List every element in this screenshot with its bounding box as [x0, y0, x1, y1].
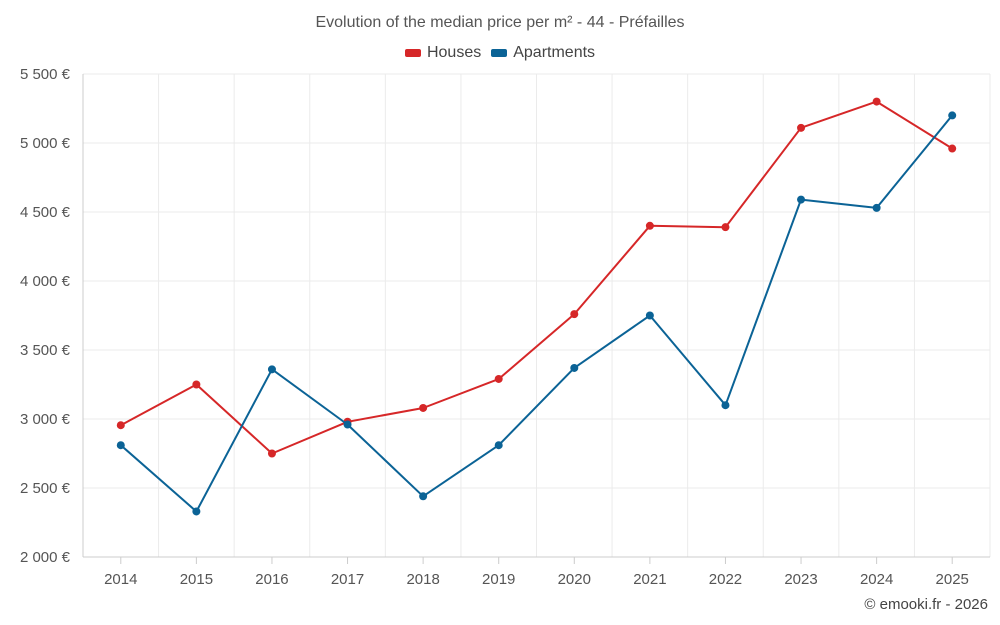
y-tick-label: 5 500 €	[20, 66, 71, 83]
x-tick-label: 2016	[255, 571, 288, 588]
legend-label-houses: Houses	[426, 44, 482, 61]
x-tick-label: 2022	[709, 571, 742, 588]
legend-swatch-houses	[404, 49, 421, 57]
data-point-apartments	[116, 441, 125, 450]
data-point-houses	[872, 97, 881, 106]
x-tick-label: 2020	[558, 571, 591, 588]
legend: Houses Apartments	[0, 44, 1000, 62]
legend-label-apartments: Apartments	[513, 44, 596, 61]
x-tick-label: 2017	[331, 571, 364, 588]
legend-item-apartments[interactable]: Apartments	[491, 44, 595, 62]
series-line-apartments	[120, 114, 953, 513]
y-tick-label: 4 000 €	[20, 273, 71, 290]
x-tick-label: 2025	[936, 571, 969, 588]
series-line-houses	[120, 100, 953, 455]
x-tick-label: 2014	[104, 571, 137, 588]
data-point-apartments	[570, 363, 579, 372]
y-tick-label: 3 500 €	[20, 342, 71, 359]
y-tick-label: 2 000 €	[20, 549, 71, 566]
y-tick-label: 5 000 €	[20, 135, 71, 152]
chart-title: Evolution of the median price per m² - 4…	[315, 14, 685, 31]
legend-item-houses[interactable]: Houses	[404, 44, 482, 62]
data-point-apartments	[419, 492, 428, 501]
x-tick-label: 2023	[784, 571, 817, 588]
data-point-apartments	[267, 365, 276, 374]
data-point-houses	[192, 380, 201, 389]
copyright-text: © emooki.fr - 2026	[864, 596, 988, 613]
data-point-apartments	[797, 195, 806, 204]
y-tick-label: 2 500 €	[20, 480, 71, 497]
data-point-apartments	[721, 401, 730, 410]
x-tick-label: 2015	[180, 571, 213, 588]
y-tick-label: 4 500 €	[20, 204, 71, 221]
data-point-houses	[570, 310, 579, 319]
data-point-houses	[645, 221, 654, 230]
data-point-apartments	[343, 420, 352, 429]
data-point-apartments	[192, 507, 201, 516]
data-point-apartments	[645, 311, 654, 320]
data-point-houses	[419, 403, 428, 412]
y-tick-label: 3 000 €	[20, 411, 71, 428]
x-tick-label: 2021	[633, 571, 666, 588]
data-point-houses	[494, 374, 503, 383]
data-point-houses	[721, 223, 730, 232]
data-point-houses	[267, 449, 276, 458]
x-tick-label: 2018	[406, 571, 439, 588]
x-tick-label: 2019	[482, 571, 515, 588]
data-point-apartments	[948, 111, 957, 120]
data-point-apartments	[494, 441, 503, 450]
data-point-apartments	[872, 203, 881, 212]
x-tick-label: 2024	[860, 571, 893, 588]
data-point-houses	[116, 421, 125, 430]
data-point-houses	[948, 144, 957, 153]
legend-swatch-apartments	[491, 49, 508, 57]
data-point-houses	[797, 123, 806, 132]
